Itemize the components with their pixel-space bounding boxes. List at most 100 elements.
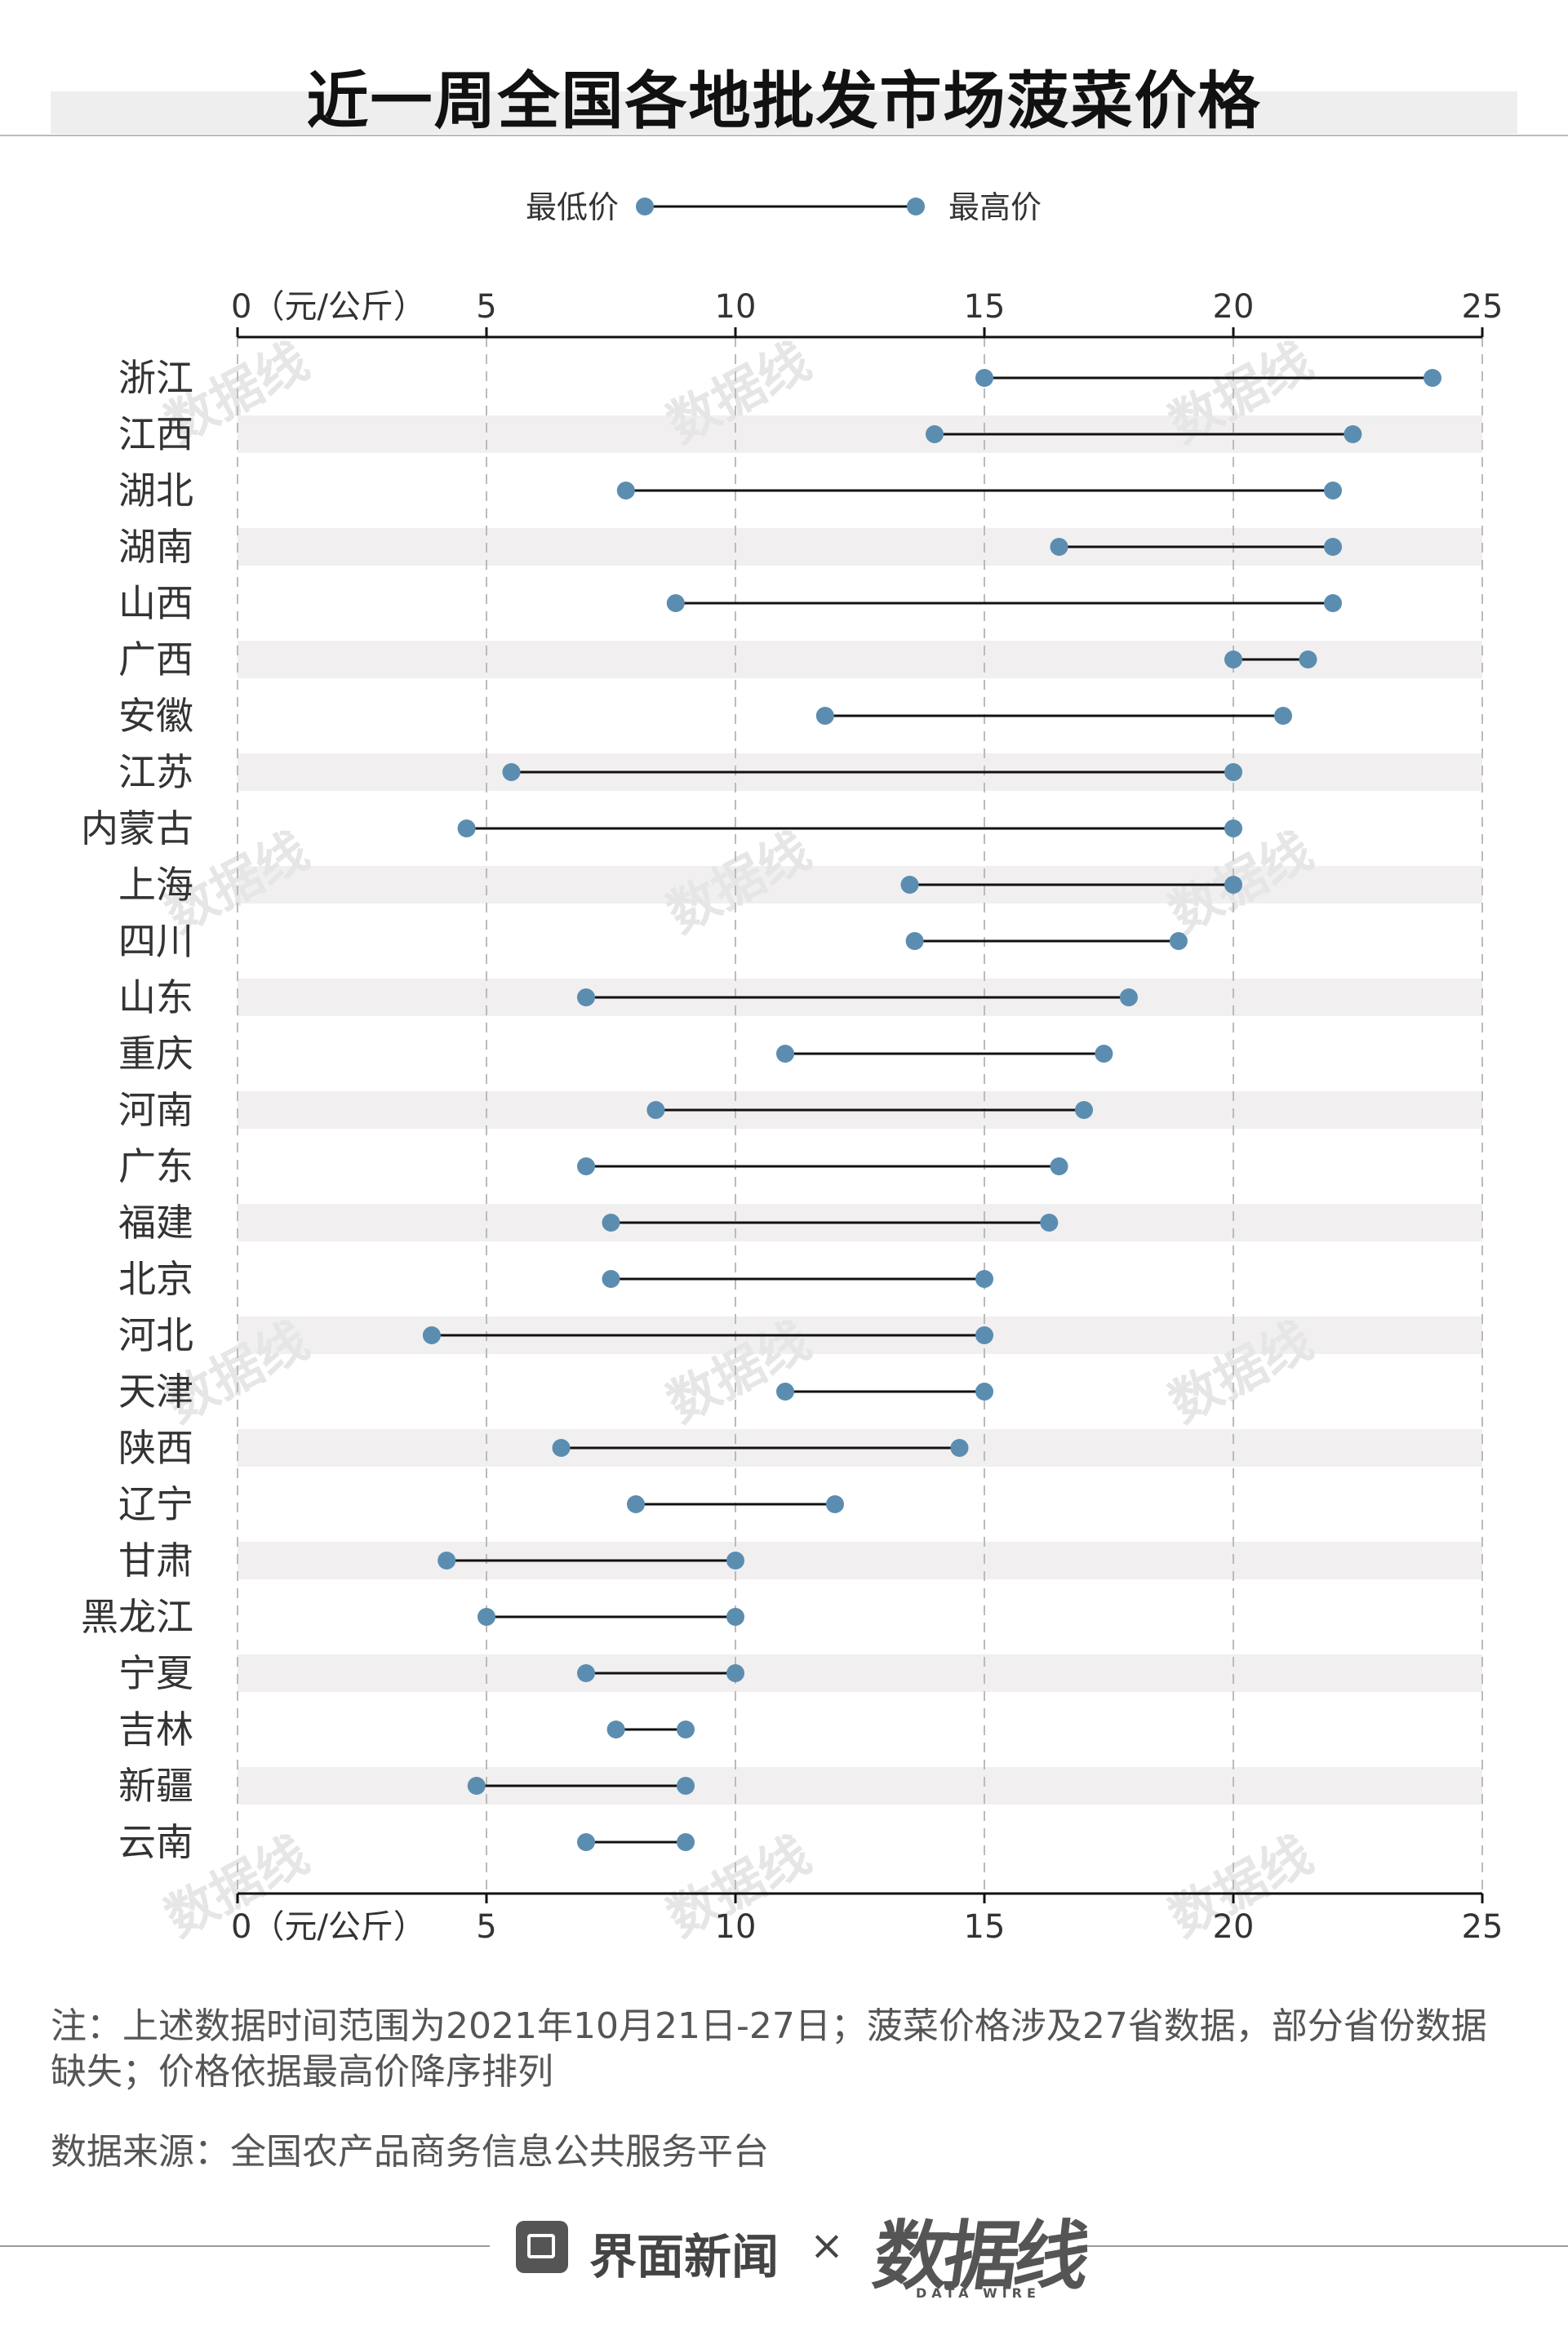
category-label: 广西: [118, 637, 193, 682]
max-price-point: [1344, 425, 1362, 443]
max-price-point: [826, 1495, 844, 1513]
row-band: [238, 1654, 1482, 1692]
legend-max-label: 最高价: [948, 189, 1042, 225]
category-label: 山东: [118, 975, 193, 1019]
max-price-point: [950, 1439, 969, 1457]
min-price-point: [457, 819, 476, 837]
max-price-point: [726, 1552, 744, 1570]
legend-min-label: 最低价: [526, 189, 619, 225]
x-tick-label: 10: [715, 1908, 757, 1946]
min-price-point: [975, 369, 993, 387]
max-price-point: [975, 1326, 993, 1344]
category-label: 吉林: [118, 1707, 193, 1752]
footer-separator: ×: [810, 2222, 844, 2269]
x-tick-label: 25: [1462, 288, 1504, 326]
max-price-point: [1050, 1157, 1068, 1175]
min-price-point: [602, 1214, 620, 1232]
max-price-point: [677, 1833, 695, 1851]
max-price-point: [975, 1383, 993, 1401]
min-price-point: [815, 707, 834, 725]
category-label: 浙江: [118, 356, 193, 400]
watermark: 数据线: [658, 820, 820, 944]
category-label: 河南: [118, 1088, 193, 1132]
category-label: 黑龙江: [81, 1595, 193, 1639]
jiemian-logo-icon: [516, 2221, 568, 2273]
x-tick-label: 5: [476, 1908, 496, 1946]
category-label: 陕西: [118, 1426, 193, 1470]
min-price-point: [502, 763, 521, 781]
category-label: 安徽: [118, 694, 193, 738]
min-price-point: [900, 876, 919, 894]
min-price-point: [926, 425, 944, 443]
title-rule: [0, 135, 1568, 136]
min-price-point: [1050, 538, 1068, 556]
data-source: 数据来源：全国农产品商务信息公共服务平台: [51, 2131, 769, 2173]
category-label: 江西: [118, 412, 193, 456]
category-label: 新疆: [118, 1764, 193, 1808]
category-label: 云南: [118, 1820, 193, 1864]
chart-note: 注：上述数据时间范围为2021年10月21日-27日；菠菜价格涉及27省数据，部…: [51, 2005, 1487, 2093]
category-label: 广东: [118, 1144, 193, 1188]
chart-title: 近一周全国各地批发市场菠菜价格: [306, 64, 1262, 137]
legend-min-marker: [636, 198, 654, 215]
max-price-point: [1224, 876, 1242, 894]
min-price-point: [1224, 650, 1242, 668]
footer-rule-right: [1077, 2245, 1568, 2247]
min-price-point: [438, 1552, 456, 1570]
min-price-point: [616, 482, 635, 500]
min-price-point: [905, 932, 924, 950]
max-price-point: [1075, 1101, 1093, 1119]
max-price-point: [1324, 482, 1342, 500]
category-label: 北京: [118, 1257, 193, 1301]
row-band: [238, 1542, 1482, 1579]
x-tick-label: 10: [715, 288, 757, 326]
max-price-point: [1274, 707, 1292, 725]
category-label: 重庆: [118, 1032, 193, 1076]
min-price-point: [776, 1383, 794, 1401]
min-price-point: [467, 1777, 486, 1795]
min-price-point: [776, 1045, 794, 1063]
max-price-point: [726, 1608, 744, 1626]
x-tick-label: 5: [476, 288, 496, 326]
min-price-point: [577, 1664, 595, 1682]
min-price-point: [478, 1608, 495, 1626]
category-label: 内蒙古: [81, 806, 193, 850]
x-tick-label: 25: [1462, 1908, 1504, 1946]
x-tick-label: 20: [1213, 288, 1255, 326]
max-price-point: [1224, 763, 1242, 781]
footer-rule-left: [0, 2245, 490, 2247]
category-label: 上海: [118, 863, 193, 907]
x-tick-label: 0（元/公斤）: [231, 288, 426, 326]
max-price-point: [1424, 369, 1441, 387]
footer-partner-sub: DATA WIRE: [916, 2285, 1041, 2301]
max-price-point: [1119, 988, 1138, 1006]
title-band: [51, 91, 1517, 134]
max-price-point: [1324, 594, 1342, 612]
category-label: 辽宁: [118, 1482, 193, 1526]
max-price-point: [1299, 650, 1317, 668]
category-label: 甘肃: [118, 1539, 193, 1583]
max-price-point: [677, 1721, 695, 1738]
max-price-point: [726, 1664, 744, 1682]
max-price-point: [1324, 538, 1342, 556]
min-price-point: [577, 988, 595, 1006]
min-price-point: [602, 1270, 620, 1288]
min-price-point: [646, 1101, 665, 1119]
category-label: 湖南: [118, 525, 193, 569]
max-price-point: [1095, 1045, 1113, 1063]
max-price-point: [1224, 819, 1242, 837]
max-price-point: [1169, 932, 1188, 950]
x-tick-label: 0（元/公斤）: [231, 1908, 426, 1946]
min-price-point: [577, 1157, 595, 1175]
category-label: 宁夏: [118, 1651, 193, 1695]
row-band: [238, 1767, 1482, 1805]
min-price-point: [606, 1721, 625, 1738]
max-price-point: [975, 1270, 993, 1288]
min-price-point: [422, 1326, 441, 1344]
min-price-point: [552, 1439, 571, 1457]
x-tick-label: 15: [964, 288, 1006, 326]
min-price-point: [666, 594, 685, 612]
max-price-point: [1040, 1214, 1059, 1232]
min-price-point: [577, 1833, 595, 1851]
